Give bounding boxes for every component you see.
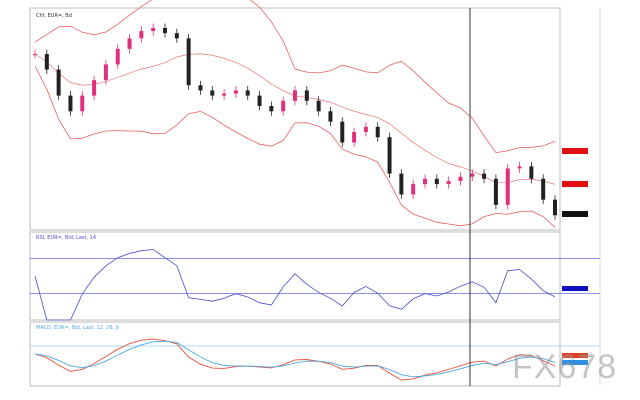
candle-body <box>163 27 167 34</box>
price-value-box <box>562 181 588 187</box>
panel-frame <box>29 321 561 387</box>
rsi-panel-title: RSI, EUR=, Bid, Last, 14 <box>36 235 96 241</box>
panel-frame <box>29 7 561 231</box>
bollinger-upper <box>34 0 556 154</box>
candle-body <box>127 38 132 49</box>
macd-panel-title: MACD, EUR=, Bid, Last, 12, 26, 9 <box>36 325 119 331</box>
candle-body <box>33 54 37 56</box>
candle-body <box>363 126 368 133</box>
rsi-line <box>34 249 556 321</box>
candle-body <box>375 126 380 138</box>
watermark-logo: FX678 <box>512 348 618 386</box>
candle-body <box>423 178 427 185</box>
candle-body <box>482 173 487 179</box>
candle-body <box>505 168 510 205</box>
macd-value-box <box>562 353 588 358</box>
candle-body <box>316 100 321 112</box>
candle-body <box>541 178 546 200</box>
candle-body <box>186 38 191 86</box>
candle-body <box>139 31 144 39</box>
candle-body <box>470 173 475 177</box>
candle-body <box>293 90 297 101</box>
candle-body <box>446 181 451 185</box>
candle-body <box>340 121 345 143</box>
candle-body <box>328 111 333 122</box>
macd-signal-line <box>34 340 556 378</box>
candle-body <box>68 95 73 112</box>
candle-body <box>222 93 227 96</box>
candle-body <box>174 33 179 39</box>
candle-body <box>257 95 262 106</box>
price-panel-title: Chf, EUR=, Bd <box>36 13 72 19</box>
candle-body <box>115 48 120 65</box>
candle-body <box>281 100 286 112</box>
candle-body <box>434 178 439 185</box>
candle-body <box>80 95 85 112</box>
candle-body <box>44 54 49 70</box>
candle-body <box>56 69 61 96</box>
bollinger-lower <box>34 65 556 228</box>
candle-body <box>529 166 534 179</box>
candle-body <box>151 27 156 32</box>
candle-body <box>387 137 392 174</box>
panel-frame <box>29 231 561 321</box>
candle-body <box>198 85 203 91</box>
candle-body <box>517 166 522 169</box>
macd-line <box>34 338 556 381</box>
candle-body <box>352 132 357 143</box>
candle-body <box>103 64 108 81</box>
candle-body <box>210 90 215 96</box>
candle-body <box>411 184 416 195</box>
candle-body <box>458 176 463 182</box>
price-value-box <box>562 211 588 217</box>
signal-value-box <box>562 360 588 365</box>
candle-body <box>493 178 498 205</box>
candle-body <box>553 199 557 216</box>
candle-body <box>269 105 274 112</box>
candle-body <box>92 80 97 96</box>
candle-body <box>304 90 309 101</box>
candle-body <box>245 90 250 96</box>
rsi-value-box <box>562 286 588 291</box>
candle-body <box>233 90 238 94</box>
candle-body <box>399 173 404 195</box>
price-value-box <box>562 148 588 154</box>
